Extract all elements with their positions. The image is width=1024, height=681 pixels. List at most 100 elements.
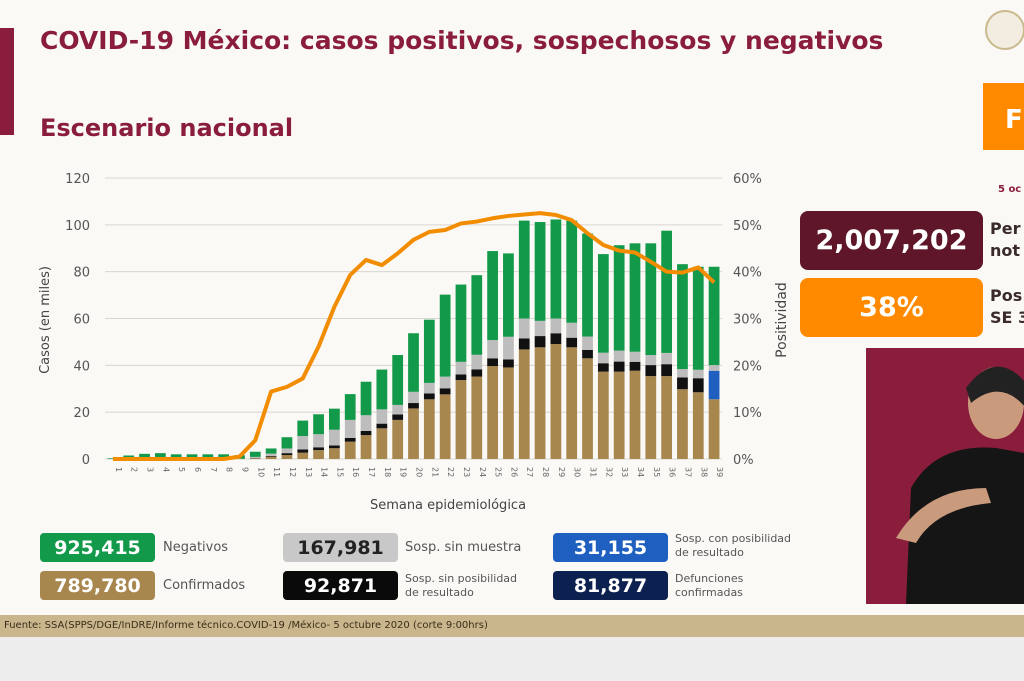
- bar-sin_muestra: [645, 355, 657, 366]
- bar-confirmados: [313, 450, 324, 459]
- bar-sin_posibilidad: [503, 359, 514, 368]
- bar-sin_posibilidad: [629, 361, 641, 371]
- bar-confirmados: [455, 380, 467, 459]
- bar-negativos: [281, 437, 293, 449]
- bottom-bar: [0, 637, 1024, 681]
- x-tick-label: 16: [351, 467, 360, 477]
- bar-sin_muestra: [297, 436, 309, 450]
- bar-confirmados: [629, 370, 641, 459]
- date-label: 5 oc: [998, 184, 1022, 195]
- x-tick-label: 37: [683, 467, 692, 477]
- x-tick-label: 25: [494, 467, 503, 477]
- notified-label: Per not: [990, 218, 1020, 262]
- sin-posibilidad-label-line1: Sosp. sin posibilidad: [405, 572, 518, 585]
- bar-sin_posibilidad: [645, 365, 657, 377]
- x-tick-label: 18: [383, 467, 392, 477]
- interpreter-figure: [896, 366, 1024, 604]
- y-tick-label: 0: [82, 453, 90, 468]
- bar-sin_posibilidad: [692, 378, 704, 393]
- x-tick-label: 6: [193, 467, 202, 472]
- bar-sin_posibilidad: [439, 388, 451, 395]
- government-seal-logo: [985, 10, 1024, 50]
- bar-negativos: [692, 266, 704, 370]
- positivity-line: [112, 211, 716, 461]
- bar-confirmados: [645, 376, 657, 459]
- bar-sin_posibilidad: [360, 430, 372, 436]
- brand-stripe: [0, 28, 14, 135]
- defunciones-label-line1: Defunciones: [675, 572, 744, 585]
- bar-sin_posibilidad: [455, 374, 467, 381]
- bar-negativos: [439, 294, 451, 377]
- notified-label-line2: not: [990, 241, 1021, 260]
- notified-label-line1: Per: [990, 219, 1021, 238]
- bar-confirmados: [503, 367, 514, 459]
- bar-sin_muestra: [360, 415, 372, 431]
- bar-negativos: [629, 243, 641, 352]
- x-tick-label: 4: [161, 467, 170, 472]
- x-tick-label: 13: [304, 467, 313, 477]
- bar-sin_posibilidad: [661, 364, 673, 377]
- bar-confirmados: [566, 347, 578, 459]
- bar-sin_posibilidad: [550, 333, 562, 345]
- x-tick-label: 28: [541, 467, 550, 477]
- con-posibilidad-value: 31,155: [553, 533, 668, 562]
- bar-sin_muestra: [487, 340, 498, 359]
- x-tick-label: 1: [114, 467, 123, 472]
- bar-sin_muestra: [677, 369, 688, 378]
- y-tick-label: 80: [73, 266, 90, 281]
- bar-sin_muestra: [692, 369, 704, 379]
- bar-sin_muestra: [344, 419, 356, 438]
- x-tick-label: 5: [177, 467, 186, 472]
- bar-confirmados: [582, 358, 593, 459]
- x-tick-label: 30: [573, 467, 582, 477]
- bar-confirmados: [534, 347, 546, 459]
- bar-sin_posibilidad: [566, 337, 578, 348]
- bar-negativos: [249, 451, 261, 457]
- x-tick-label: 14: [320, 467, 329, 477]
- orange-box-text: F: [1005, 105, 1023, 135]
- bar-negativos: [613, 245, 625, 351]
- bar-confirmados: [392, 419, 404, 459]
- x-tick-label: 34: [636, 467, 645, 477]
- bar-sin_muestra: [392, 404, 404, 415]
- x-tick-label: 33: [620, 467, 629, 477]
- bar-negativos: [218, 454, 230, 459]
- bar-sin_posibilidad: [518, 338, 530, 350]
- bar-sin_muestra: [582, 336, 593, 350]
- y2-tick-label: 10%: [733, 406, 762, 421]
- x-tick-label: 15: [335, 467, 344, 477]
- bar-sin_posibilidad: [313, 447, 324, 451]
- bar-sin_posibilidad: [677, 377, 688, 390]
- y-tick-label: 20: [73, 406, 90, 421]
- bar-sin_posibilidad: [582, 349, 593, 359]
- orange-header-box: F: [983, 83, 1024, 150]
- sin-muestra-label: Sosp. sin muestra: [405, 540, 522, 555]
- bar-sin_posibilidad: [534, 336, 546, 348]
- y-tick-label: 60: [73, 313, 90, 328]
- bar-sin_posibilidad: [281, 453, 293, 456]
- x-tick-label: 9: [240, 467, 249, 472]
- bar-sin_muestra: [329, 429, 340, 446]
- bar-confirmados: [265, 456, 277, 459]
- bar-negativos: [170, 454, 182, 459]
- x-tick-label: 17: [367, 467, 376, 477]
- bar-negativos: [376, 369, 388, 410]
- bar-confirmados: [518, 349, 530, 459]
- notified-persons-box: 2,007,202: [800, 211, 983, 270]
- x-tick-label: 38: [699, 467, 708, 477]
- x-tick-label: 39: [715, 467, 724, 477]
- bar-confirmados: [487, 366, 498, 459]
- bar-negativos: [661, 230, 673, 353]
- confirmados-label: Confirmados: [163, 578, 246, 593]
- x-tick-label: 2: [130, 467, 139, 472]
- con-posibilidad-label: Sosp. con posibilidad de resultado: [675, 532, 791, 560]
- x-tick-label: 35: [652, 467, 661, 477]
- bar-negativos: [582, 233, 593, 337]
- positivity-label: Pos SE 3: [990, 285, 1024, 329]
- y2-tick-label: 60%: [733, 172, 762, 187]
- x-tick-label: 12: [288, 467, 297, 477]
- bar-sin_muestra: [518, 318, 530, 339]
- bar-negativos: [265, 448, 277, 454]
- con-posibilidad-label-line2: de resultado: [675, 546, 744, 559]
